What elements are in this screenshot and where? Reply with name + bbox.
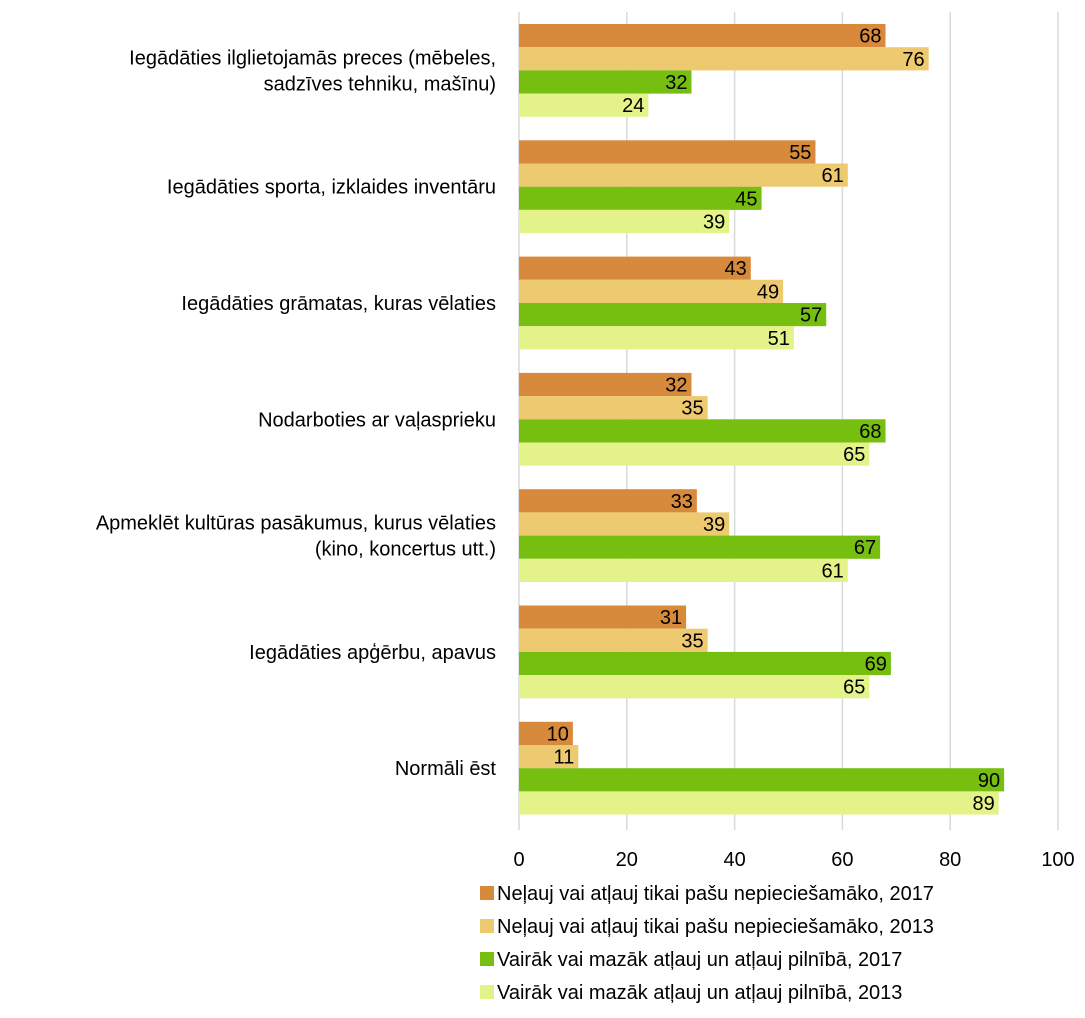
bar-value-label: 31 — [660, 607, 682, 629]
bar-value-label: 65 — [843, 444, 865, 466]
x-tick-label: 100 — [1041, 849, 1074, 871]
bar — [519, 186, 762, 210]
category-label: Normāli ēst — [395, 758, 497, 780]
legend-label: Neļauj vai atļauj tikai pašu nepieciešam… — [497, 916, 934, 938]
bars: 6876322455614539434957513235686533396761… — [519, 24, 1005, 815]
bar — [519, 47, 929, 71]
bar-value-label: 32 — [665, 375, 687, 397]
bar — [519, 489, 697, 513]
bar-value-label: 10 — [547, 723, 569, 745]
bar-value-label: 69 — [865, 654, 887, 676]
bar — [519, 303, 827, 327]
bar-value-label: 24 — [622, 95, 644, 117]
category-label: Nodarboties ar vaļasprieku — [258, 409, 496, 431]
bar-value-label: 51 — [768, 328, 790, 350]
x-tick-label: 20 — [616, 849, 638, 871]
bar-value-label: 57 — [800, 305, 822, 327]
bar — [519, 209, 730, 234]
bar — [519, 721, 573, 745]
bar — [519, 558, 848, 582]
bar — [519, 512, 730, 536]
category-labels: Iegādāties ilglietojamās preces (mēbeles… — [96, 47, 497, 780]
bar — [519, 140, 816, 164]
bar — [519, 442, 870, 466]
legend-label: Neļauj vai atļauj tikai pašu nepieciešam… — [497, 883, 934, 905]
bar-value-label: 45 — [735, 188, 757, 210]
bar — [519, 535, 881, 559]
bar-value-label: 35 — [681, 398, 703, 420]
x-axis-ticks: 0 20 40 60 80 100 — [513, 849, 1074, 871]
bar — [519, 163, 848, 187]
bar-value-label: 55 — [789, 142, 811, 164]
x-tick-label: 60 — [831, 849, 853, 871]
x-tick-label: 40 — [723, 849, 745, 871]
category-label: Iegādāties grāmatas, kuras vēlaties — [181, 293, 496, 315]
bar — [519, 396, 708, 420]
bar — [519, 256, 751, 280]
x-tick-label: 0 — [513, 849, 524, 871]
bar-value-label: 90 — [978, 770, 1000, 792]
bar — [519, 791, 999, 815]
bar-value-label: 68 — [859, 26, 881, 48]
category-label: sadzīves tehniku, mašīnu) — [264, 73, 496, 95]
bar-value-label: 61 — [822, 560, 844, 582]
bar-value-label: 61 — [822, 165, 844, 187]
legend-swatch — [480, 985, 494, 999]
category-label: Apmeklēt kultūras pasākumus, kurus vēlat… — [96, 513, 496, 535]
bar-value-label: 65 — [843, 677, 865, 699]
bar-value-label: 43 — [725, 258, 747, 280]
bar-value-label: 39 — [703, 514, 725, 536]
bar-value-label: 89 — [972, 793, 994, 815]
bar — [519, 279, 784, 303]
bar — [519, 768, 1005, 792]
bar-value-label: 67 — [854, 537, 876, 559]
bar — [519, 651, 891, 676]
bar — [519, 605, 687, 629]
bar-value-label: 39 — [703, 212, 725, 234]
bar — [519, 93, 649, 117]
bar-value-label: 49 — [757, 281, 779, 303]
legend-label: Vairāk vai mazāk atļauj un atļauj pilnīb… — [497, 982, 902, 1004]
legend-swatch — [480, 919, 494, 933]
legend-swatch — [480, 886, 494, 900]
bar-value-label: 32 — [665, 72, 687, 94]
legend-label: Vairāk vai mazāk atļauj un atļauj pilnīb… — [497, 949, 902, 971]
bar — [519, 675, 870, 699]
bar — [519, 24, 886, 48]
legend-swatch — [480, 952, 494, 966]
bar — [519, 372, 692, 397]
bar-value-label: 68 — [859, 421, 881, 443]
category-label: Iegādāties apģērbu, apavus — [249, 642, 496, 664]
bar-value-label: 33 — [671, 491, 693, 513]
bar-value-label: 35 — [681, 630, 703, 652]
category-label: Iegādāties sporta, izklaides inventāru — [167, 177, 496, 199]
legend: Neļauj vai atļauj tikai pašu nepieciešam… — [480, 883, 934, 1004]
bar — [519, 628, 708, 652]
bar — [519, 70, 692, 94]
bar-value-label: 11 — [554, 747, 575, 769]
bar — [519, 419, 886, 443]
bar — [519, 326, 794, 350]
bar — [519, 745, 579, 769]
category-label: Iegādāties ilglietojamās preces (mēbeles… — [129, 47, 496, 69]
category-label: (kino, koncertus utt.) — [315, 539, 496, 561]
bar-value-label: 76 — [902, 49, 924, 71]
x-tick-label: 80 — [939, 849, 961, 871]
